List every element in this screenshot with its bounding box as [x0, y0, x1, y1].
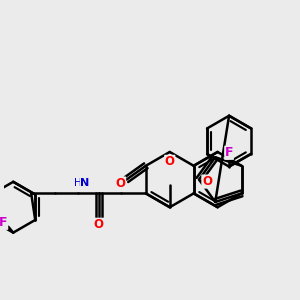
Text: N: N — [80, 178, 90, 188]
Text: O: O — [94, 218, 104, 231]
Text: O: O — [116, 177, 126, 190]
Text: H: H — [74, 178, 82, 188]
Text: F: F — [0, 216, 8, 229]
Text: O: O — [165, 155, 175, 168]
Text: O: O — [202, 175, 212, 188]
Text: F: F — [225, 146, 233, 159]
